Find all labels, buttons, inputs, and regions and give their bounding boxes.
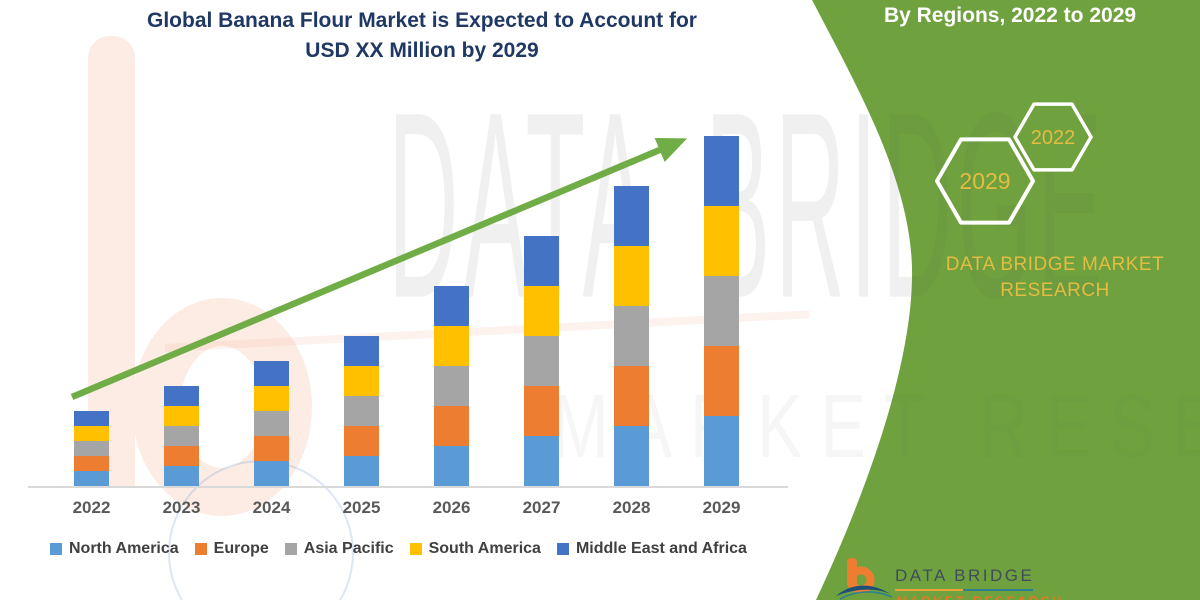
x-axis-label-2029: 2029 bbox=[702, 498, 741, 517]
bar-2027-north-america bbox=[524, 436, 559, 486]
bar-2028-europe bbox=[614, 366, 649, 426]
legend-item-north-america: North America bbox=[50, 540, 179, 558]
legend-label-north-america: North America bbox=[69, 540, 179, 557]
bar-2025-north-america bbox=[344, 456, 379, 486]
legend-label-south-america: South America bbox=[428, 540, 541, 557]
legend-label-asia-pacific: Asia Pacific bbox=[303, 540, 394, 557]
bar-2026-europe bbox=[434, 406, 469, 446]
bar-2024-north-america bbox=[254, 461, 289, 486]
footer-logo-swoosh bbox=[836, 585, 890, 596]
hexagon-2022 bbox=[1013, 102, 1093, 172]
chart-title-line2: USD XX Million by 2029 bbox=[305, 39, 539, 62]
panel-heading: By Regions, 2022 to 2029 bbox=[883, 4, 1137, 27]
bar-2025-middle-east-and-africa bbox=[344, 336, 379, 366]
bar-2028-south-america bbox=[614, 246, 649, 306]
legend-item-south-america: South America bbox=[409, 540, 541, 558]
bar-2029-north-america bbox=[704, 416, 739, 486]
legend-label-middle-east-and-africa: Middle East and Africa bbox=[575, 540, 747, 557]
bar-2024-europe bbox=[254, 436, 289, 461]
bar-2023-north-america bbox=[164, 466, 199, 486]
bar-2027-asia-pacific bbox=[524, 336, 559, 386]
footer-logo-wordmark: DATA BRIDGE bbox=[895, 566, 1035, 585]
bar-2024-south-america bbox=[254, 386, 289, 411]
legend-item-asia-pacific: Asia Pacific bbox=[284, 540, 394, 558]
bar-2025-europe bbox=[344, 426, 379, 456]
hexagon-2029-label: 2029 bbox=[959, 168, 1010, 194]
legend-swatch-south-america bbox=[409, 543, 422, 555]
footer-rule-gold bbox=[895, 589, 963, 591]
legend-item-middle-east-and-africa: Middle East and Africa bbox=[556, 540, 747, 558]
footer-logo-swoosh-teal bbox=[839, 591, 893, 600]
x-axis-line bbox=[28, 486, 788, 488]
bar-2022-asia-pacific bbox=[74, 441, 109, 456]
bar-2029-middle-east-and-africa bbox=[704, 136, 739, 206]
chart-title: Global Banana Flour Market is Expected t… bbox=[122, 6, 722, 66]
bar-2029-south-america bbox=[704, 206, 739, 276]
bar-2022-middle-east-and-africa bbox=[74, 411, 109, 426]
legend-item-europe: Europe bbox=[194, 540, 269, 558]
x-axis-label-2028: 2028 bbox=[612, 498, 651, 517]
bar-2023-asia-pacific bbox=[164, 426, 199, 446]
x-axis-label-2027: 2027 bbox=[522, 498, 561, 517]
chart-title-line1: Global Banana Flour Market is Expected t… bbox=[147, 9, 697, 32]
bar-2022-north-america bbox=[74, 471, 109, 486]
legend-swatch-north-america bbox=[50, 543, 62, 555]
bar-2028-north-america bbox=[614, 426, 649, 486]
watermark-text-line2: MARKET RESEARCH bbox=[552, 376, 1200, 478]
bar-2028-middle-east-and-africa bbox=[614, 186, 649, 246]
footer-logo-subtext: MARKET RESEARCH bbox=[897, 594, 1064, 600]
bar-2022-south-america bbox=[74, 426, 109, 441]
bar-2025-asia-pacific bbox=[344, 396, 379, 426]
x-axis-label-2022: 2022 bbox=[72, 498, 111, 517]
bar-2029-asia-pacific bbox=[704, 276, 739, 346]
bar-2023-south-america bbox=[164, 406, 199, 426]
panel-brand-text: DATA BRIDGE MARKET RESEARCH bbox=[905, 252, 1200, 304]
bar-2026-north-america bbox=[434, 446, 469, 486]
panel-brand-line1: DATA BRIDGE MARKET bbox=[945, 254, 1165, 275]
bar-2024-asia-pacific bbox=[254, 411, 289, 436]
x-axis-label-2025: 2025 bbox=[342, 498, 381, 517]
bar-2026-middle-east-and-africa bbox=[434, 286, 469, 326]
bar-2023-europe bbox=[164, 446, 199, 466]
legend-swatch-middle-east-and-africa bbox=[556, 543, 569, 555]
bar-2027-south-america bbox=[524, 286, 559, 336]
x-axis-label-2024: 2024 bbox=[252, 498, 291, 517]
legend-label-europe: Europe bbox=[213, 540, 269, 557]
chart-legend: North America Europe Asia Pacific South Ame… bbox=[50, 540, 747, 558]
x-axis-label-2023: 2023 bbox=[162, 498, 201, 517]
bar-2025-south-america bbox=[344, 366, 379, 396]
legend-swatch-asia-pacific bbox=[284, 543, 297, 555]
x-axis-label-2026: 2026 bbox=[432, 498, 471, 517]
bar-2024-middle-east-and-africa bbox=[254, 361, 289, 386]
legend-swatch-europe bbox=[194, 543, 207, 555]
footer-logo-icon bbox=[836, 558, 893, 600]
hexagon-2022-label: 2022 bbox=[1031, 127, 1076, 149]
bar-2026-asia-pacific bbox=[434, 366, 469, 406]
bar-2022-europe bbox=[74, 456, 109, 471]
bar-2027-europe bbox=[524, 386, 559, 436]
bar-2027-middle-east-and-africa bbox=[524, 236, 559, 286]
bar-2029-europe bbox=[704, 346, 739, 416]
panel-brand-line2: RESEARCH bbox=[1000, 280, 1110, 301]
bar-2026-south-america bbox=[434, 326, 469, 366]
footer-rule-teal bbox=[963, 589, 1033, 591]
bar-2028-asia-pacific bbox=[614, 306, 649, 366]
hexagon-2029 bbox=[935, 137, 1035, 225]
year-hexagons: 2029 2022 bbox=[935, 102, 1093, 225]
bar-2023-middle-east-and-africa bbox=[164, 386, 199, 406]
